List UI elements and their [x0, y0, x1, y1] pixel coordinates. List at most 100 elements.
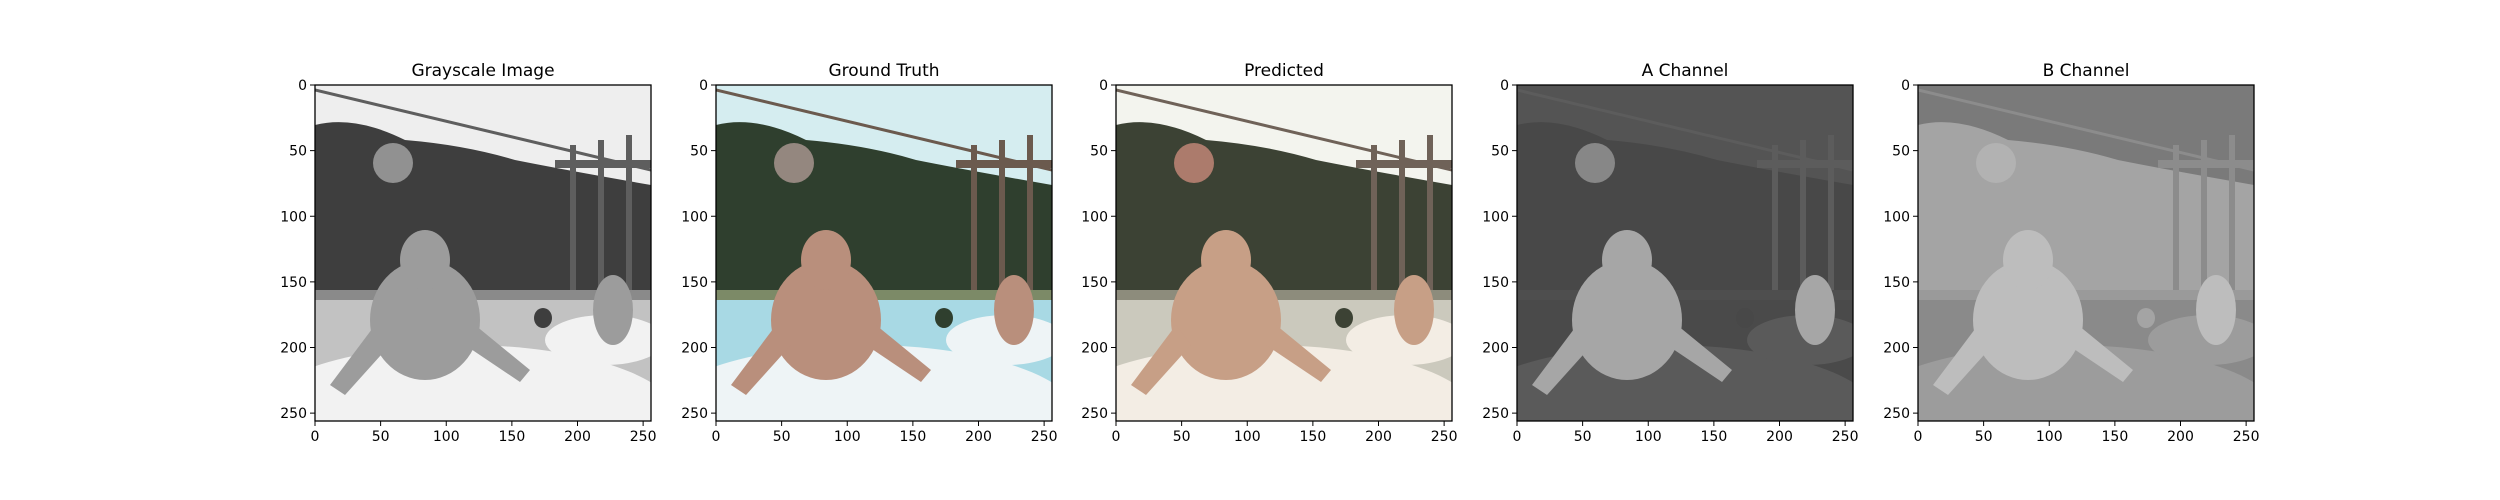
x-tick-label: 200 [2167, 429, 2194, 445]
pergola-post [1828, 135, 1834, 290]
pergola-beam [2158, 160, 2254, 168]
person-head [801, 230, 851, 290]
pergola-post [1772, 145, 1778, 300]
y-tick-label: 150 [1883, 275, 1910, 291]
image-area [1517, 85, 1853, 421]
person-back [771, 260, 881, 380]
y-tick-label: 50 [690, 144, 708, 160]
axes-frame [1516, 84, 1854, 422]
pergola-post [1371, 145, 1377, 300]
axes-frame [314, 84, 652, 422]
person-back [1171, 260, 1281, 380]
pergola-post [626, 135, 632, 290]
x-tick-label: 0 [712, 429, 721, 445]
person-arm-left [1933, 325, 1993, 395]
blur-blob [774, 143, 814, 183]
fence-line [1918, 88, 2254, 172]
fence-line [1517, 88, 1853, 172]
x-tick-label: 150 [2102, 429, 2129, 445]
person-arm-left [330, 325, 390, 395]
x-tick-label: 200 [965, 429, 992, 445]
blur-blob [1976, 143, 2016, 183]
child-head [1736, 308, 1754, 328]
y-tick-label: 100 [280, 209, 307, 225]
person-head [1201, 230, 1251, 290]
person-back [370, 260, 480, 380]
y-tick-label: 200 [280, 341, 307, 357]
image-area [716, 85, 1052, 421]
pergola-post [2201, 140, 2207, 295]
y-tick-label: 250 [681, 406, 708, 422]
y-tick-label: 250 [1883, 406, 1910, 422]
person-arm-left [1532, 325, 1592, 395]
x-tick-label: 100 [834, 429, 861, 445]
image-area [315, 85, 651, 421]
subplot-title: Predicted [1244, 61, 1324, 81]
x-tick-label: 250 [1832, 429, 1859, 445]
y-tick-label: 0 [699, 78, 708, 94]
y-tick-label: 0 [1901, 78, 1910, 94]
person-arm-right [465, 325, 530, 382]
blur-blob [1575, 143, 1615, 183]
child-head [2137, 308, 2155, 328]
pergola-post [1800, 140, 1806, 295]
axes-frame [1115, 84, 1453, 422]
x-tick-label: 150 [499, 429, 526, 445]
person-arm-left [731, 325, 791, 395]
x-tick-label: 150 [900, 429, 927, 445]
person-arm-right [866, 325, 931, 382]
y-tick-label: 0 [1500, 78, 1509, 94]
pergola-post [2173, 145, 2179, 300]
person-head [2003, 230, 2053, 290]
y-tick-label: 100 [1081, 209, 1108, 225]
x-tick-label: 250 [1431, 429, 1458, 445]
y-tick-label: 100 [681, 209, 708, 225]
person-arm-right [1667, 325, 1732, 382]
x-tick-label: 150 [1701, 429, 1728, 445]
y-tick-label: 0 [1099, 78, 1108, 94]
y-tick-label: 150 [1081, 275, 1108, 291]
x-tick-label: 0 [311, 429, 320, 445]
person-back [1572, 260, 1682, 380]
y-tick-label: 150 [681, 275, 708, 291]
child-head [935, 308, 953, 328]
x-tick-label: 250 [1031, 429, 1058, 445]
person2 [1394, 275, 1434, 345]
x-tick-label: 150 [1300, 429, 1327, 445]
x-tick-label: 100 [1635, 429, 1662, 445]
x-tick-label: 50 [773, 429, 791, 445]
person-back [1973, 260, 2083, 380]
axes-frame [715, 84, 1053, 422]
y-tick-label: 250 [1081, 406, 1108, 422]
x-tick-label: 0 [1112, 429, 1121, 445]
person-arm-right [1266, 325, 1331, 382]
child-head [534, 308, 552, 328]
pergola-post [598, 140, 604, 295]
fence-line [315, 88, 651, 172]
blur-blob [373, 143, 413, 183]
x-tick-label: 50 [1574, 429, 1592, 445]
pergola-beam [1757, 160, 1853, 168]
y-tick-label: 100 [1883, 209, 1910, 225]
y-tick-label: 50 [1491, 144, 1509, 160]
pergola-post [1399, 140, 1405, 295]
pergola-beam [1356, 160, 1452, 168]
y-tick-label: 0 [298, 78, 307, 94]
person2 [593, 275, 633, 345]
pergola-post [1427, 135, 1433, 290]
person2 [2196, 275, 2236, 345]
subplot-title: A Channel [1642, 61, 1729, 81]
x-tick-label: 0 [1914, 429, 1923, 445]
y-tick-label: 200 [1081, 341, 1108, 357]
x-tick-label: 250 [630, 429, 657, 445]
x-tick-label: 50 [372, 429, 390, 445]
axes-frame [1917, 84, 2255, 422]
y-tick-label: 50 [1090, 144, 1108, 160]
pergola-post [999, 140, 1005, 295]
x-tick-label: 250 [2233, 429, 2260, 445]
